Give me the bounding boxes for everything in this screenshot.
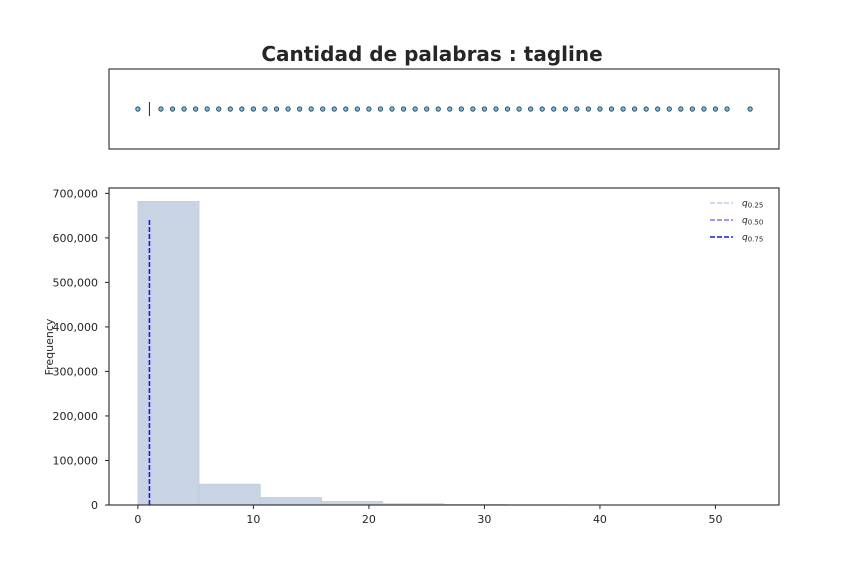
outlier-point: [539, 106, 545, 112]
outlier-point: [597, 106, 603, 112]
outlier-point: [250, 106, 256, 112]
y-axis-label: Frequency: [43, 318, 56, 375]
outlier-point: [366, 106, 372, 112]
outlier-point: [632, 106, 638, 112]
outlier-point: [181, 106, 187, 112]
outlier-point: [620, 106, 626, 112]
outlier-point: [227, 106, 233, 112]
y-tick-label: 700,000: [53, 187, 99, 200]
y-tick-label: 300,000: [53, 365, 99, 378]
legend: q0.25 q0.50 q0.75: [710, 199, 763, 244]
y-tick-label: 200,000: [53, 410, 99, 423]
x-tick-label: 40: [593, 513, 607, 526]
chart-title: Cantidad de palabras : tagline: [261, 42, 602, 66]
legend-label: q0.50: [742, 216, 763, 227]
y-tick-label: 600,000: [53, 232, 99, 245]
outlier-point: [204, 106, 210, 112]
histogram-bar: [137, 201, 200, 506]
histogram-frame: [108, 187, 780, 506]
outlier-point: [412, 106, 418, 112]
outlier-point: [239, 106, 245, 112]
histogram-bar: [198, 483, 261, 506]
outlier-point: [551, 106, 557, 112]
outlier-point: [320, 106, 326, 112]
outlier-point: [193, 106, 199, 112]
outlier-point: [701, 106, 707, 112]
y-axis-ticks: 0 100,000 200,000 300,000 400,000 500,000 600,…: [53, 187, 109, 512]
x-tick-label: 20: [362, 513, 376, 526]
outlier-point: [216, 106, 222, 112]
y-tick-label: 500,000: [53, 276, 99, 289]
outlier-point: [747, 106, 753, 112]
y-tick-label: 400,000: [53, 321, 99, 334]
outlier-point: [262, 106, 268, 112]
outlier-point: [447, 106, 453, 112]
boxplot-points: [135, 102, 753, 116]
outlier-point: [273, 106, 280, 112]
outlier-point: [377, 106, 384, 112]
y-tick-label: 0: [91, 499, 98, 512]
outlier-point: [666, 106, 672, 112]
histogram-bar: [260, 497, 322, 506]
outlier-point: [308, 106, 314, 112]
x-tick-label: 0: [134, 513, 141, 526]
outlier-point: [608, 106, 615, 112]
outlier-point: [724, 106, 730, 112]
y-tick-label: 100,000: [53, 454, 99, 467]
outlier-point: [435, 106, 441, 112]
outlier-point: [574, 106, 580, 112]
outlier-point: [504, 106, 511, 112]
histogram-bars: [137, 201, 751, 506]
outlier-point: [135, 106, 141, 112]
outlier-point: [158, 106, 164, 112]
outlier-point: [678, 106, 684, 112]
outlier-point: [643, 106, 649, 112]
outlier-point: [712, 106, 719, 112]
legend-label: q0.25: [742, 199, 763, 210]
outlier-point: [354, 106, 360, 112]
outlier-point: [481, 106, 488, 112]
outlier-point: [493, 106, 499, 112]
outlier-point: [285, 106, 291, 112]
outlier-point: [655, 106, 661, 112]
outlier-point: [458, 106, 464, 112]
x-tick-label: 50: [708, 513, 722, 526]
outlier-point: [389, 106, 395, 112]
outlier-point: [528, 106, 534, 112]
outlier-point: [331, 106, 337, 112]
boxplot-frame: [108, 68, 780, 150]
x-tick-label: 30: [477, 513, 491, 526]
x-tick-label: 10: [246, 513, 260, 526]
outlier-point: [343, 106, 349, 112]
outlier-point: [470, 106, 476, 112]
boxplot-panel: [108, 68, 780, 150]
outlier-point: [689, 106, 695, 112]
outlier-point: [516, 106, 522, 112]
outlier-point: [169, 106, 176, 112]
x-axis-ticks: 0 10 20 30 40 50: [134, 505, 722, 526]
outlier-point: [400, 106, 407, 112]
outlier-point: [424, 106, 430, 112]
outlier-point: [562, 106, 568, 112]
histogram-panel: 0 10 20 30 40 50 0 100,000 200,000 300,000 400,00…: [43, 187, 780, 526]
outlier-point: [297, 106, 303, 112]
outlier-point: [585, 106, 591, 112]
legend-label: q0.75: [742, 233, 763, 244]
